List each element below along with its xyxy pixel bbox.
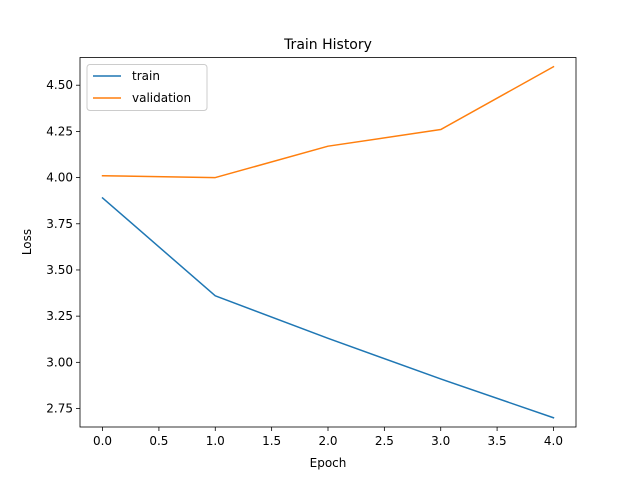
legend-label-validation: validation <box>132 91 191 105</box>
x-tick-label: 3.5 <box>488 434 507 448</box>
y-axis-label: Loss <box>20 229 34 255</box>
x-tick-label: 2.0 <box>318 434 337 448</box>
x-tick-label: 1.0 <box>206 434 225 448</box>
x-axis-ticks: 0.0 0.5 1.0 1.5 2.0 2.5 3.0 3.5 4.0 <box>93 427 563 448</box>
y-tick-label: 4.25 <box>46 124 73 138</box>
x-axis-label: Epoch <box>310 456 347 470</box>
x-tick-label: 0.5 <box>149 434 168 448</box>
y-axis-ticks: 2.75 3.00 3.25 3.50 3.75 4.00 4.25 4.50 <box>46 78 80 416</box>
y-tick-label: 3.25 <box>46 309 73 323</box>
x-tick-label: 3.0 <box>431 434 450 448</box>
y-tick-label: 4.00 <box>46 171 73 185</box>
series-layer <box>101 65 555 419</box>
y-tick-label: 3.50 <box>46 263 73 277</box>
y-tick-label: 2.75 <box>46 402 73 416</box>
x-tick-label: 0.0 <box>93 434 112 448</box>
y-tick-label: 4.50 <box>46 78 73 92</box>
x-tick-label: 1.5 <box>262 434 281 448</box>
x-tick-label: 4.0 <box>544 434 563 448</box>
plot-frame <box>79 57 577 428</box>
y-tick-label: 3.00 <box>46 355 73 369</box>
legend-label-train: train <box>132 69 160 83</box>
legend: train validation <box>86 64 208 111</box>
y-tick-label: 3.75 <box>46 217 73 231</box>
chart-title: Train History <box>283 37 372 53</box>
x-tick-label: 2.5 <box>375 434 394 448</box>
